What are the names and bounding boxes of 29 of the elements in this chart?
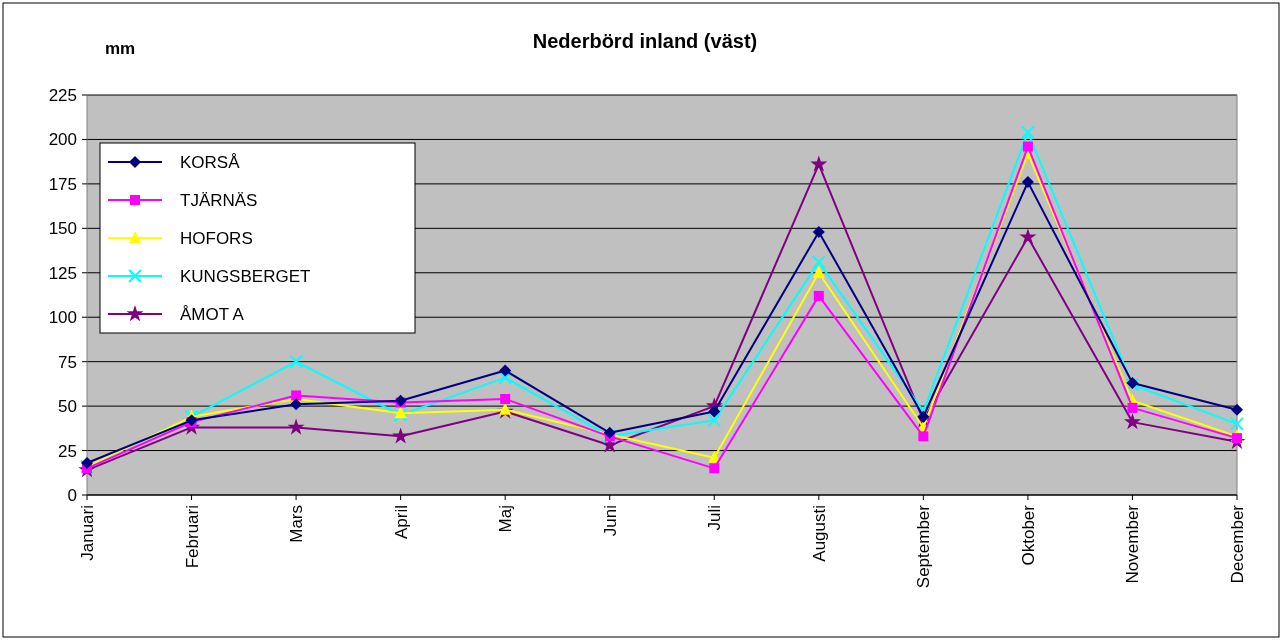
chart-title: Nederbörd inland (väst) <box>532 30 758 52</box>
y-tick-label: 225 <box>48 85 77 105</box>
y-axis-title: mm <box>104 39 136 58</box>
legend-label: HOFORS <box>180 228 253 248</box>
y-tick-label: 175 <box>48 174 77 194</box>
x-tick-label: April <box>391 505 411 540</box>
x-tick-label: Maj <box>496 505 516 533</box>
legend-label: KUNGSBERGET <box>180 266 311 286</box>
y-tick-label: 50 <box>58 397 77 417</box>
x-tick-label: Januari <box>78 505 97 561</box>
x-tick-label: Oktober <box>1018 504 1038 566</box>
y-tick-label: 0 <box>67 485 77 505</box>
y-tick-label: 200 <box>48 130 77 150</box>
x-tick-label: Mars <box>287 505 307 543</box>
legend-label: KORSÅ <box>180 152 241 172</box>
legend-label: TJÄRNÄS <box>180 190 258 210</box>
x-tick-label: Februari <box>182 505 202 569</box>
x-tick-label: September <box>914 504 934 589</box>
y-tick-label: 125 <box>48 263 77 283</box>
y-tick-label: 75 <box>58 352 77 372</box>
x-tick-label: Augusti <box>809 505 829 562</box>
x-tick-label: Juni <box>600 505 620 537</box>
y-tick-label: 25 <box>58 441 77 461</box>
x-tick-label: Juli <box>705 505 725 531</box>
x-tick-label: December <box>1228 504 1247 584</box>
x-tick-label: November <box>1123 504 1143 584</box>
y-tick-label: 100 <box>48 308 77 328</box>
legend-label: ÅMOT A <box>180 304 245 324</box>
y-tick-label: 150 <box>48 219 77 239</box>
